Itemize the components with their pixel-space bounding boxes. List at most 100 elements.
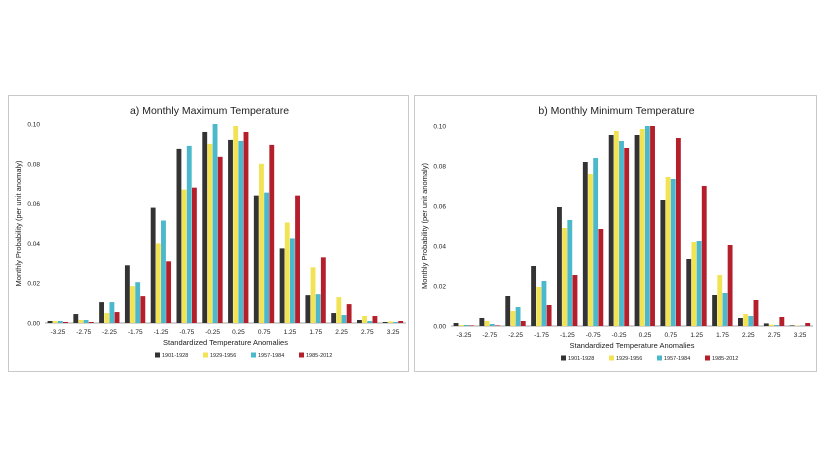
- x-tick-label: -3.25: [50, 329, 65, 336]
- bar: [83, 320, 89, 323]
- bar: [357, 320, 362, 323]
- bar: [387, 321, 393, 323]
- chart-svg-min-temp: b) Monthly Minimum Temperature Monthly Pr…: [420, 105, 813, 362]
- bar: [341, 315, 347, 323]
- bar: [140, 296, 146, 323]
- y-tick-label: 0.08: [27, 161, 40, 168]
- x-tick-label: 2.75: [768, 332, 781, 339]
- bar: [336, 297, 342, 323]
- y-tick-label: 0.06: [27, 201, 40, 208]
- y-tick-label: 0.00: [433, 324, 446, 331]
- x-tick-label: -0.25: [612, 332, 627, 339]
- bar: [670, 179, 676, 326]
- bar: [295, 195, 300, 323]
- bar: [536, 287, 542, 326]
- bar: [346, 304, 352, 323]
- x-tick-label: -2.75: [482, 332, 497, 339]
- bar: [238, 140, 244, 323]
- bar: [217, 156, 223, 323]
- x-tick-label: 0.25: [232, 329, 245, 336]
- legend-swatch: [561, 355, 566, 361]
- bar: [284, 222, 290, 323]
- bar: [748, 316, 754, 326]
- bar: [701, 186, 707, 326]
- bar: [562, 228, 568, 326]
- bar: [665, 177, 671, 326]
- bar: [166, 261, 172, 323]
- bar: [644, 126, 650, 326]
- chart-panel-min-temp: b) Monthly Minimum Temperature Monthly Pr…: [414, 95, 817, 372]
- chart-svg-max-temp: a) Monthly Maximum Temperature Monthly Pr…: [14, 105, 406, 359]
- bar: [738, 318, 743, 326]
- y-tick-label: 0.08: [433, 164, 446, 171]
- legend-label: 1901-1928: [568, 356, 594, 362]
- bar: [207, 143, 213, 323]
- bar: [484, 321, 490, 326]
- bar: [598, 229, 604, 326]
- bar: [774, 325, 780, 326]
- bar: [202, 131, 208, 323]
- legend-label: 1901-1928: [162, 353, 188, 359]
- bar: [479, 318, 485, 326]
- legend-label: 1957-1984: [258, 353, 284, 359]
- bar: [320, 257, 326, 323]
- y-tick-label: 0.04: [27, 241, 40, 248]
- bar: [253, 195, 259, 323]
- bar: [88, 322, 94, 323]
- bar: [279, 248, 285, 324]
- bar: [531, 266, 537, 326]
- x-tick-label: -2.25: [508, 332, 523, 339]
- legend-swatch: [299, 352, 304, 358]
- bar: [779, 317, 785, 326]
- bar: [57, 321, 63, 323]
- bar: [494, 325, 500, 326]
- chart-panel-max-temp: a) Monthly Maximum Temperature Monthly Pr…: [8, 95, 409, 372]
- x-tick-label: 1.75: [716, 332, 729, 339]
- bar: [469, 325, 474, 326]
- y-tick-label: 0.04: [433, 244, 446, 251]
- bar: [789, 325, 795, 326]
- x-tick-label: -2.75: [76, 329, 91, 336]
- x-tick-label: -1.75: [128, 329, 143, 336]
- x-tick-label: 1.25: [284, 329, 297, 336]
- legend-label: 1985-2012: [712, 356, 738, 362]
- bar: [259, 163, 264, 323]
- bar: [315, 294, 321, 323]
- bar: [305, 295, 311, 323]
- bar: [99, 302, 105, 323]
- bar: [289, 238, 295, 323]
- y-axis-label: Monthly Probability (per unit anomaly): [14, 160, 23, 286]
- x-tick-label: -2.25: [102, 329, 117, 336]
- bar: [47, 321, 53, 323]
- x-tick-label: 3.25: [387, 329, 400, 336]
- bar: [264, 192, 270, 323]
- legend-label: 1957-1984: [664, 356, 690, 362]
- bar: [572, 275, 578, 326]
- x-axis-label: Standardized Temperature Anomalies: [163, 338, 288, 347]
- bar: [712, 295, 718, 326]
- bar: [727, 245, 733, 326]
- y-tick-label: 0.10: [433, 124, 446, 131]
- x-tick-label: 3.25: [794, 332, 807, 339]
- bar: [243, 131, 249, 323]
- bar: [367, 321, 373, 323]
- bar: [104, 313, 110, 323]
- legend-swatch: [657, 355, 662, 361]
- bar: [567, 220, 573, 326]
- bar: [463, 325, 469, 326]
- bar: [639, 129, 645, 326]
- legend-label: 1985-2012: [306, 353, 332, 359]
- x-tick-label: 0.75: [258, 329, 271, 336]
- bar: [557, 207, 562, 326]
- bar: [150, 207, 156, 323]
- bar: [155, 243, 161, 323]
- bar: [634, 135, 640, 326]
- x-tick-label: 0.25: [639, 332, 652, 339]
- bar: [191, 187, 197, 323]
- bar: [124, 265, 130, 323]
- bar: [453, 323, 459, 326]
- bar: [382, 322, 388, 323]
- y-tick-label: 0.00: [27, 321, 40, 328]
- x-tick-label: -0.75: [179, 329, 194, 336]
- bar: [228, 139, 233, 323]
